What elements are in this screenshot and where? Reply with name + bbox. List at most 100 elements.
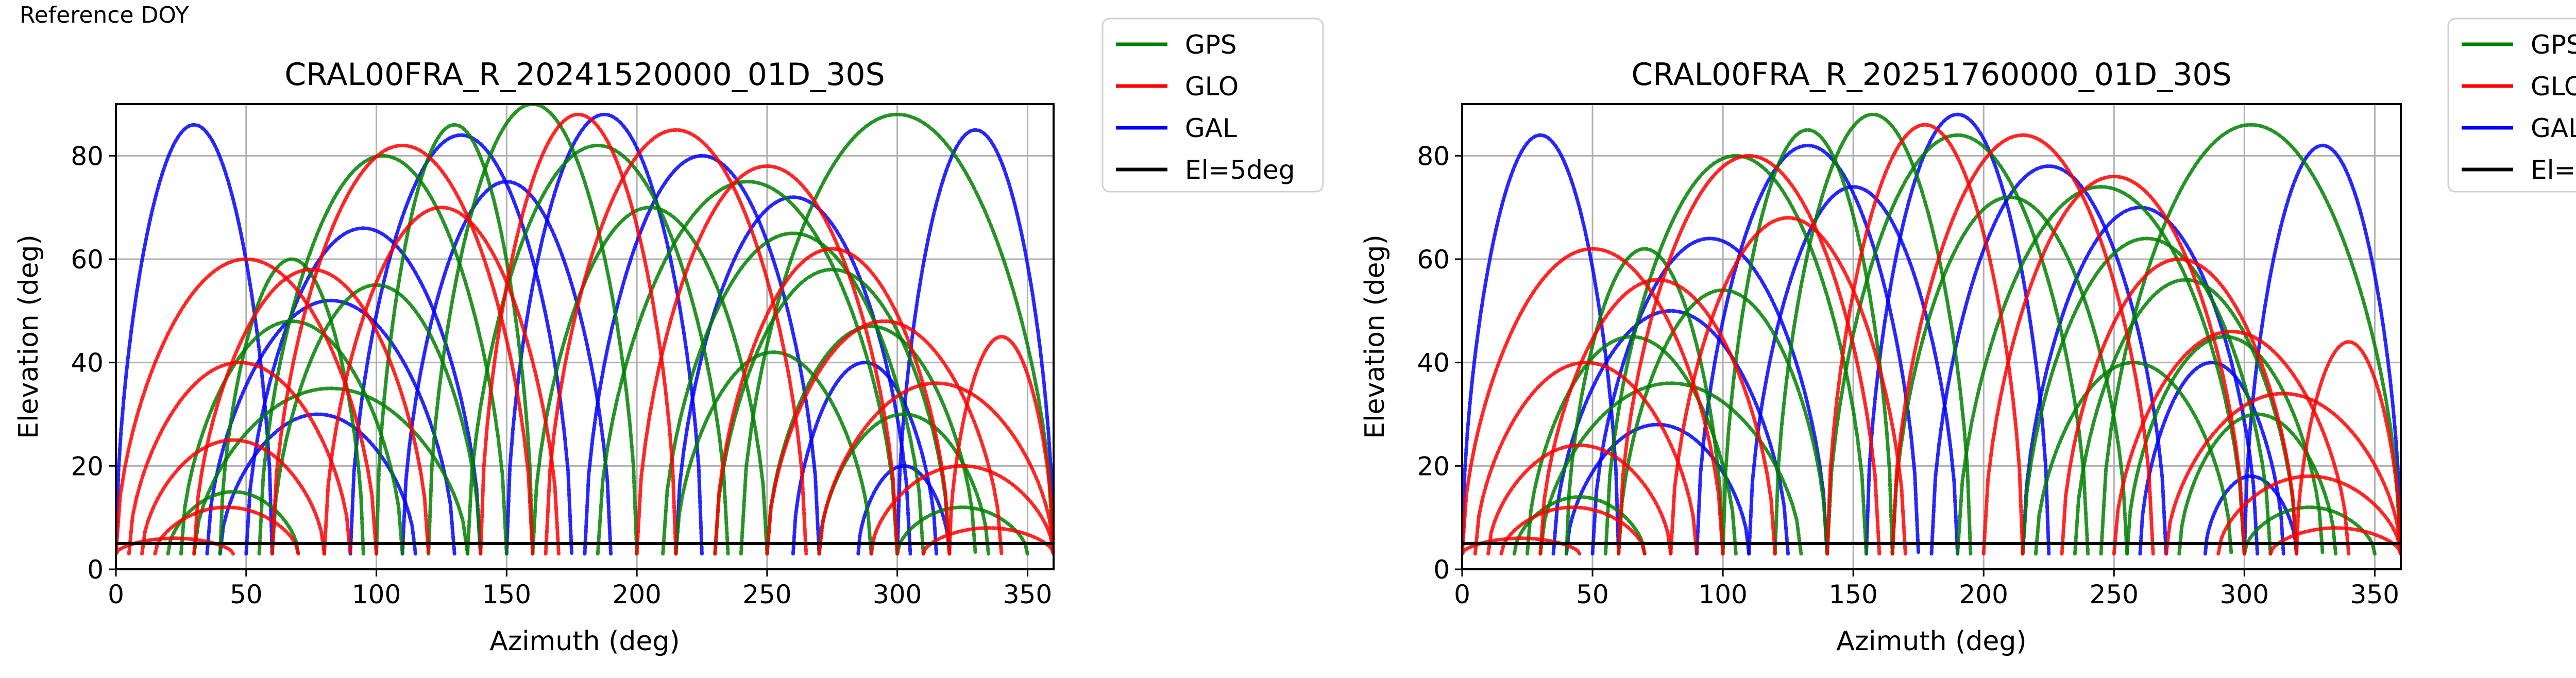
chart-title: CRAL00FRA_R_20241520000_01D_30S <box>284 57 885 93</box>
satellite-track <box>817 381 1054 556</box>
satellite-track <box>1890 195 2129 556</box>
axes-frame <box>1461 103 2402 570</box>
satellite-track <box>1473 361 1699 556</box>
legend-label: El=5deg <box>2531 155 2576 185</box>
satellite-track <box>270 143 535 556</box>
chart-panel-2: CRAL00FRA_R_20251760000_01D_30S 0 50 100 150… <box>1360 18 2576 657</box>
satellite-track <box>2203 474 2299 556</box>
satellite-track <box>2138 361 2285 556</box>
x-tick-label: 200 <box>1959 580 2008 609</box>
satellite-track <box>257 154 509 556</box>
x-axis-label: Azimuth (deg) <box>1836 626 2026 657</box>
satellite-track <box>1669 216 1907 556</box>
y-axis-label: Elevation (deg) <box>13 234 44 439</box>
legend-label: GLO <box>2531 72 2576 101</box>
series-glo <box>1462 123 2401 556</box>
legend: GPS GLO GAL El=5deg <box>2447 18 2576 193</box>
plot-area <box>1462 112 2401 556</box>
series-gal <box>1462 112 2401 556</box>
satellite-track <box>192 267 431 556</box>
satellite-track <box>1747 184 1960 556</box>
satellite-track <box>427 104 639 556</box>
satellite-track <box>2295 340 2401 556</box>
x-tick-label: 300 <box>2220 580 2269 609</box>
legend-box <box>2447 18 2576 193</box>
satellite-track <box>1462 536 1582 556</box>
satellite-track <box>322 206 561 556</box>
series-glo <box>116 112 1054 556</box>
satellite-track <box>1929 164 2168 556</box>
series-gal <box>116 112 1054 556</box>
satellite-track <box>635 164 900 556</box>
satellite-track <box>2021 236 2273 556</box>
satellite-track <box>1825 133 2090 556</box>
y-tick-label: 0 <box>87 555 104 585</box>
x-tick-label: 100 <box>352 580 401 609</box>
legend-label: El=5deg <box>1185 155 1295 185</box>
satellite-track <box>1538 278 1777 556</box>
satellite-track <box>583 154 821 556</box>
satellite-track <box>895 505 1029 556</box>
x-tick-label: 250 <box>2090 580 2139 609</box>
satellite-track <box>1462 247 1725 556</box>
satellite-track <box>127 361 352 556</box>
chart-title: CRAL00FRA_R_20251760000_01D_30S <box>1631 57 2231 93</box>
y-tick-label: 20 <box>71 451 104 481</box>
legend-box <box>1101 18 1324 193</box>
reference-doy-label: Reference DOY <box>20 2 189 28</box>
satellite-track <box>869 464 1054 556</box>
x-tick-label: 300 <box>873 580 922 609</box>
x-tick-label: 0 <box>1454 580 1470 609</box>
satellite-track <box>856 464 952 556</box>
satellite-track <box>140 438 326 556</box>
satellite-track <box>531 206 769 556</box>
satellite-track <box>895 128 1054 556</box>
x-tick-label: 150 <box>1828 580 1877 609</box>
satellite-track <box>375 123 535 556</box>
satellite-track <box>2164 392 2401 556</box>
legend-label: GAL <box>2531 113 2576 143</box>
satellite-track <box>244 226 483 556</box>
satellite-track <box>947 334 1054 556</box>
satellite-track <box>791 361 938 556</box>
satellite-track <box>116 257 379 556</box>
x-tick-label: 50 <box>230 580 263 609</box>
satellite-track <box>2242 143 2401 556</box>
satellite-track <box>2242 505 2377 556</box>
satellite-track <box>661 231 925 556</box>
satellite-track <box>1695 143 1921 556</box>
legend-label: GPS <box>1185 30 1237 60</box>
y-tick-label: 80 <box>1417 141 1450 171</box>
x-axis-label: Azimuth (deg) <box>489 626 680 657</box>
satellite-track <box>765 319 1004 556</box>
satellite-track <box>921 526 1054 556</box>
satellite-track <box>2073 278 2299 556</box>
satellite-track <box>2177 412 2337 556</box>
satellite-track <box>2216 474 2401 556</box>
satellite-track <box>674 350 873 556</box>
legend: GPS GLO GAL El=5deg <box>1101 18 1324 193</box>
satellite-track <box>1462 133 1621 556</box>
satellite-track <box>2112 329 2351 556</box>
y-axis-label: Elevation (deg) <box>1360 234 1391 439</box>
legend-label: GLO <box>1185 72 1239 101</box>
axes-frame <box>115 103 1055 570</box>
satellite-track <box>1721 128 1894 556</box>
satellite-track <box>1825 123 2025 556</box>
satellite-track <box>1890 133 2155 556</box>
y-tick-label: 40 <box>71 348 104 378</box>
satellite-track <box>218 257 365 556</box>
satellite-track <box>205 298 456 556</box>
legend-label: GPS <box>2531 30 2576 60</box>
x-tick-label: 100 <box>1698 580 1747 609</box>
satellite-track <box>116 536 235 556</box>
satellite-track <box>544 128 808 556</box>
satellite-track <box>596 179 900 556</box>
legend-label: GAL <box>1185 113 1237 143</box>
satellite-track <box>1564 247 1725 556</box>
satellite-track <box>1773 112 1973 556</box>
y-tick-label: 0 <box>1433 555 1450 585</box>
satellite-track <box>479 112 678 556</box>
satellite-track <box>674 195 912 556</box>
